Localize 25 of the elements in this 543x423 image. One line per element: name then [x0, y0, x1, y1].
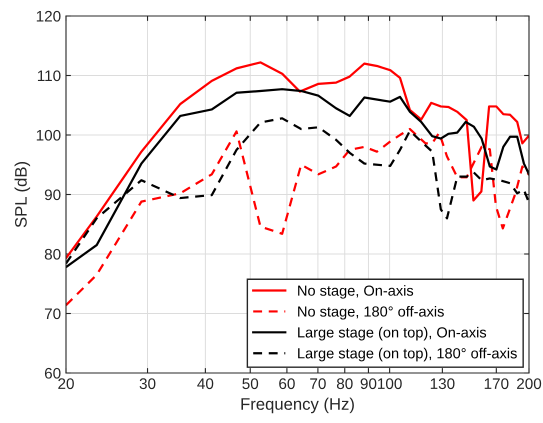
- y-tick-label: 80: [44, 248, 61, 260]
- y-tick-label: 70: [44, 308, 61, 320]
- x-tick-label: 170: [484, 378, 508, 390]
- x-tick-label: 200: [517, 378, 542, 390]
- x-tick-label: 40: [197, 378, 214, 390]
- y-tick-label: 60: [44, 368, 61, 379]
- y-tick-label: 90: [44, 189, 61, 200]
- y-tick-label: 110: [38, 70, 61, 82]
- x-tick-label: 130: [430, 378, 455, 390]
- x-tick-label: 90: [360, 378, 376, 390]
- x-tick-label: 80: [336, 378, 353, 390]
- legend-label: No stage, 180° off-axis: [298, 306, 444, 320]
- x-tick-label: 100: [378, 378, 402, 390]
- legend-label: Large stage (on top), 180° off-axis: [298, 348, 517, 362]
- x-tick-label: 20: [58, 378, 74, 390]
- y-axis-title: SPL (dB): [14, 162, 30, 228]
- legend-label: Large stage (on top), On-axis: [298, 326, 486, 340]
- x-tick-label: 60: [279, 378, 295, 390]
- legend-label: No stage, On-axis: [298, 285, 414, 299]
- x-tick-label: 30: [140, 378, 156, 390]
- y-tick-label: 120: [36, 10, 61, 22]
- x-tick-label: 70: [310, 378, 326, 390]
- x-axis-title: Frequency (Hz): [241, 398, 354, 414]
- y-tick-label: 100: [36, 130, 61, 141]
- x-tick-label: 50: [242, 378, 258, 390]
